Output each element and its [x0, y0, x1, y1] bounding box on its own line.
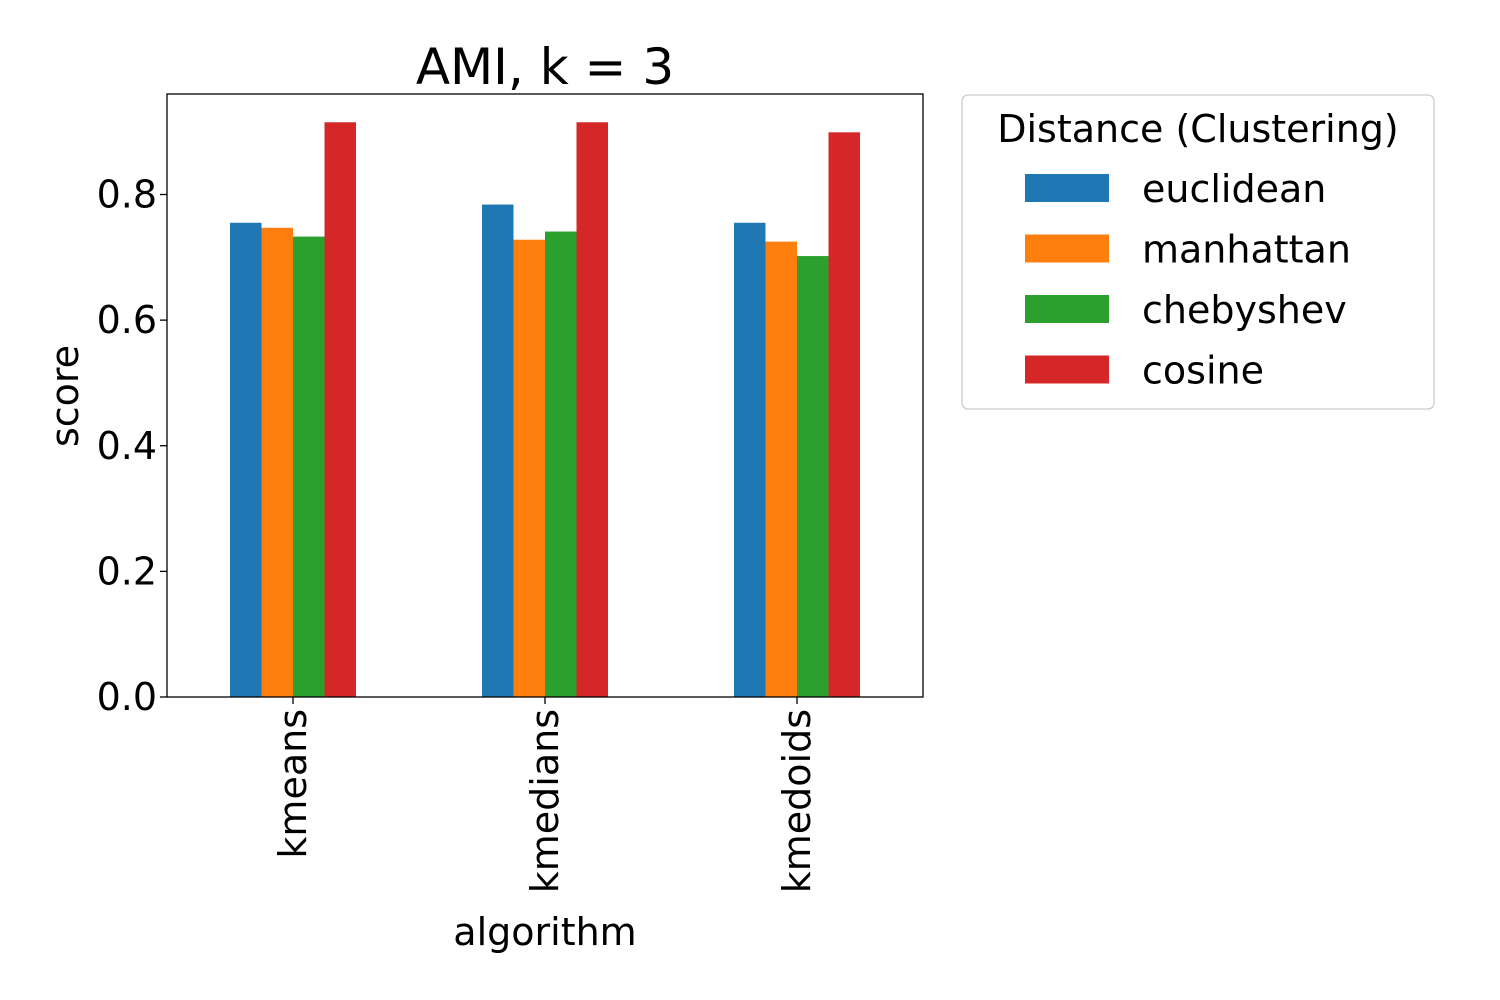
- bar-kmeans-chebyshev: [293, 236, 325, 697]
- y-tick-label: 0.4: [97, 424, 157, 468]
- legend-title: Distance (Clustering): [997, 107, 1399, 151]
- legend-swatch-chebyshev: [1025, 295, 1109, 323]
- bar-kmedians-euclidean: [482, 204, 514, 698]
- y-tick-label: 0.6: [97, 298, 157, 342]
- legend-label-euclidean: euclidean: [1142, 167, 1326, 211]
- bar-kmedians-cosine: [576, 122, 608, 697]
- legend-label-manhattan: manhattan: [1142, 228, 1351, 272]
- legend: Distance (Clustering) euclidean manhattan…: [961, 94, 1435, 410]
- legend-box: [961, 94, 1435, 410]
- y-tick-label: 0.2: [97, 549, 157, 593]
- bars-group: [230, 122, 860, 698]
- bar-kmeans-cosine: [324, 122, 356, 697]
- legend-items: euclidean manhattan chebyshev cosine: [1025, 167, 1351, 393]
- y-tick-label: 0.8: [97, 173, 157, 217]
- bar-kmeans-euclidean: [230, 222, 262, 697]
- bar-kmedoids-cosine: [828, 132, 860, 698]
- legend-swatch-cosine: [1025, 355, 1109, 384]
- x-tick-label-kmeans: kmeans: [271, 709, 315, 859]
- x-axis-ticks: kmeans kmedians kmedoids: [271, 697, 819, 893]
- x-tick-label-kmedoids: kmedoids: [775, 709, 819, 893]
- y-axis-ticks: 0.0 0.2 0.4 0.6 0.8: [97, 173, 167, 719]
- x-tick-label-kmedians: kmedians: [523, 709, 567, 893]
- bar-kmedoids-manhattan: [765, 241, 797, 697]
- y-tick-label: 0.0: [97, 675, 157, 719]
- legend-swatch-manhattan: [1025, 234, 1109, 263]
- plot-frame: [166, 93, 924, 698]
- x-axis-label: algorithm: [453, 910, 636, 954]
- legend-label-cosine: cosine: [1142, 349, 1264, 393]
- bar-kmedoids-euclidean: [734, 222, 766, 697]
- y-axis-label: score: [43, 345, 87, 447]
- legend-label-chebyshev: chebyshev: [1142, 288, 1347, 332]
- bar-kmedians-manhattan: [513, 239, 545, 697]
- bar-kmedians-chebyshev: [545, 231, 577, 697]
- chart-title: AMI, k = 3: [416, 38, 674, 96]
- bar-kmeans-manhattan: [261, 227, 293, 697]
- bar-kmedoids-chebyshev: [797, 256, 829, 697]
- legend-swatch-euclidean: [1025, 174, 1109, 202]
